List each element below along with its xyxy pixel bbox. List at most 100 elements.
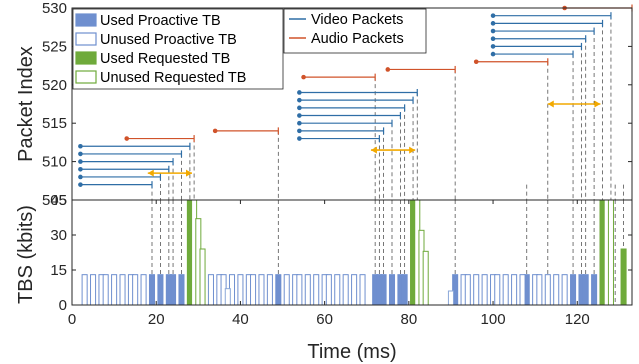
tb-bar [157, 274, 164, 306]
tb-bar [207, 274, 214, 306]
y-tick-label: 0 [59, 297, 67, 314]
packet-index-panel: 505 510 515 520 525 530 Packet Index [15, 0, 633, 209]
y-tick-label: 530 [42, 0, 67, 17]
y-tick-label: 525 [42, 38, 67, 55]
tb-bar [170, 274, 177, 306]
tb-bar [582, 274, 589, 306]
tb-bar [607, 199, 614, 306]
video-packet-start-dot [297, 128, 302, 134]
bar-legend: Used Proactive TB Unused Proactive TB Used… [72, 8, 284, 90]
bar-legend-box [72, 8, 284, 90]
y-tick-label: 515 [42, 115, 67, 132]
tb-bar [283, 274, 290, 306]
packet-lines [78, 4, 633, 189]
span-arrow-head [594, 100, 601, 108]
tb-bar [359, 274, 366, 306]
legend-label: Audio Packets [311, 31, 404, 47]
tb-bar [591, 274, 598, 306]
bottom-axes-frame [71, 199, 633, 306]
tb-bar [334, 274, 341, 306]
video-packet-start-dot [78, 143, 83, 149]
tb-bar [111, 274, 118, 306]
tb-bar [570, 274, 577, 306]
legend-label: Unused Proactive TB [100, 32, 237, 48]
tb-bar [132, 274, 139, 306]
tb-bar [81, 274, 88, 306]
tb-bar [561, 274, 568, 306]
video-packet-start-dot [78, 151, 83, 157]
x-tick-label: 0 [68, 311, 76, 328]
legend-label: Video Packets [311, 12, 403, 28]
legend-label: Used Proactive TB [100, 13, 221, 29]
video-packet-start-dot [78, 174, 83, 180]
tb-bar [464, 274, 471, 306]
x-tick-label: 60 [316, 311, 333, 328]
tb-bar [481, 274, 488, 306]
video-packet-start-dot [297, 113, 302, 118]
tb-bar [620, 248, 627, 306]
x-axis-label: Time (ms) [307, 341, 396, 363]
legend-swatch [75, 13, 97, 27]
tb-bar [380, 274, 387, 306]
tb-bar [553, 274, 560, 306]
x-tick-label: 40 [232, 311, 249, 328]
audio-packet-start-dot [212, 128, 218, 134]
y-tick-label: 520 [42, 77, 67, 94]
video-packet-start-dot [490, 28, 496, 34]
audio-packet-start-dot [473, 59, 479, 65]
tb-bar [258, 274, 265, 306]
tb-bar [401, 274, 408, 306]
video-packet-start-dot [490, 44, 496, 49]
top-y-axis-label: Packet Index [15, 46, 37, 162]
video-packet-start-dot [78, 159, 83, 164]
audio-packet-start-dot [385, 67, 391, 72]
tb-bar [275, 274, 282, 306]
span-arrow-head [409, 146, 416, 154]
tb-bar [119, 274, 126, 306]
y-tick-label: 30 [50, 227, 67, 244]
y-tick-label: 45 [50, 192, 67, 209]
video-packet-start-dot [490, 21, 496, 26]
line-legend-box [283, 8, 427, 54]
tb-bar [511, 274, 518, 306]
video-packet-start-dot [490, 36, 496, 42]
y-tick-label: 510 [42, 154, 67, 171]
tb-bar [536, 274, 543, 306]
tb-bar [325, 274, 332, 306]
tbs-panel: 0 15 30 45 0 20 40 60 80 100 120 TBS (kbits) Time… [15, 192, 633, 363]
tb-bar [304, 274, 311, 306]
video-packet-start-dot [297, 97, 302, 103]
video-packet-start-dot [297, 136, 302, 141]
y-tick-label: 15 [50, 262, 67, 279]
x-tick-label: 100 [481, 311, 506, 328]
legend-label: Unused Requested TB [100, 70, 246, 86]
tb-bar [388, 274, 396, 306]
legend-label: Used Requested TB [100, 51, 230, 67]
tb-bars [81, 199, 627, 306]
tb-bar [224, 288, 231, 306]
bottom-y-ticks: 0 15 30 45 [50, 192, 632, 314]
tb-bar [296, 274, 303, 306]
tb-bar [140, 274, 147, 306]
legend-swatch [75, 51, 97, 65]
line-legend: Video Packets Audio Packets [283, 8, 427, 54]
x-tick-label: 80 [400, 311, 417, 328]
tb-bar [148, 274, 156, 306]
x-tick-label: 20 [148, 311, 165, 328]
tb-bar [266, 274, 273, 306]
span-arrow-head [547, 100, 554, 108]
y-tick-label: 505 [42, 192, 67, 209]
x-ticks: 0 20 40 60 80 100 120 [68, 200, 590, 328]
tb-bar [351, 274, 358, 306]
video-packet-start-dot [297, 90, 302, 95]
audio-packet-start-dot [301, 74, 306, 80]
video-packet-start-dot [297, 120, 302, 126]
span-arrow-head [186, 169, 192, 177]
tb-bar [422, 250, 429, 306]
tb-bar [447, 290, 454, 306]
tb-bar [90, 274, 97, 306]
x-tick-label: 120 [565, 311, 590, 328]
video-packet-start-dot [490, 13, 496, 18]
tb-bar [102, 274, 109, 306]
